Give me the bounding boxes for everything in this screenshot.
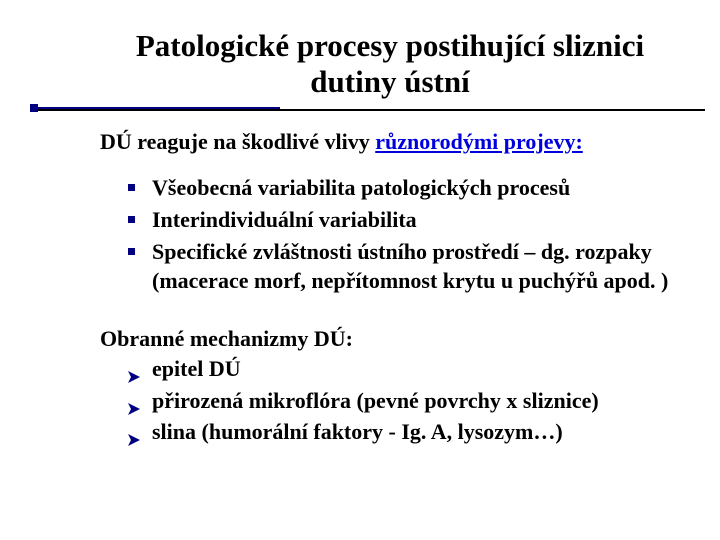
title-line-1: Patologické procesy postihující sliznici [136, 28, 644, 63]
square-bullet-list: Všeobecná variabilita patologických proc… [100, 173, 670, 296]
intro-link: různorodými projevy: [375, 129, 583, 154]
list-item: Interindividuální variabilita [128, 205, 670, 235]
list-item: epitel DÚ [128, 354, 670, 384]
divider-line-short [30, 107, 280, 109]
slide: Patologické procesy postihující sliznici… [0, 0, 720, 540]
list-item: Specifické zvláštnosti ústního prostředí… [128, 237, 670, 296]
list-item-text: slina (humorální faktory - Ig. A, lysozy… [152, 419, 563, 444]
list-item: slina (humorální faktory - Ig. A, lysozy… [128, 417, 670, 447]
list-item: Všeobecná variabilita patologických proc… [128, 173, 670, 203]
intro-text: DÚ reaguje na škodlivé vlivy různorodými… [100, 129, 670, 155]
list-item-text: Všeobecná variabilita patologických proc… [152, 175, 570, 200]
list-item-text: epitel DÚ [152, 356, 241, 381]
arrow-icon [128, 424, 140, 436]
list-item-text: Interindividuální variabilita [152, 207, 417, 232]
title-divider [30, 107, 705, 111]
divider-line-long [30, 109, 705, 111]
title-line-2: dutiny ústní [310, 64, 469, 99]
divider-box-icon [30, 104, 38, 112]
list-item-text: Specifické zvláštnosti ústního prostředí… [152, 239, 668, 294]
arrow-icon [128, 361, 140, 373]
slide-title: Patologické procesy postihující sliznici… [100, 28, 670, 99]
intro-prefix: DÚ reaguje na škodlivé vlivy [100, 129, 375, 154]
arrow-icon [128, 393, 140, 405]
list-item-text: přirozená mikroflóra (pevné povrchy x sl… [152, 388, 599, 413]
list-item: přirozená mikroflóra (pevné povrchy x sl… [128, 386, 670, 416]
arrow-bullet-list: epitel DÚ přirozená mikroflóra (pevné po… [100, 354, 670, 447]
section-title: Obranné mechanizmy DÚ: [100, 326, 670, 352]
